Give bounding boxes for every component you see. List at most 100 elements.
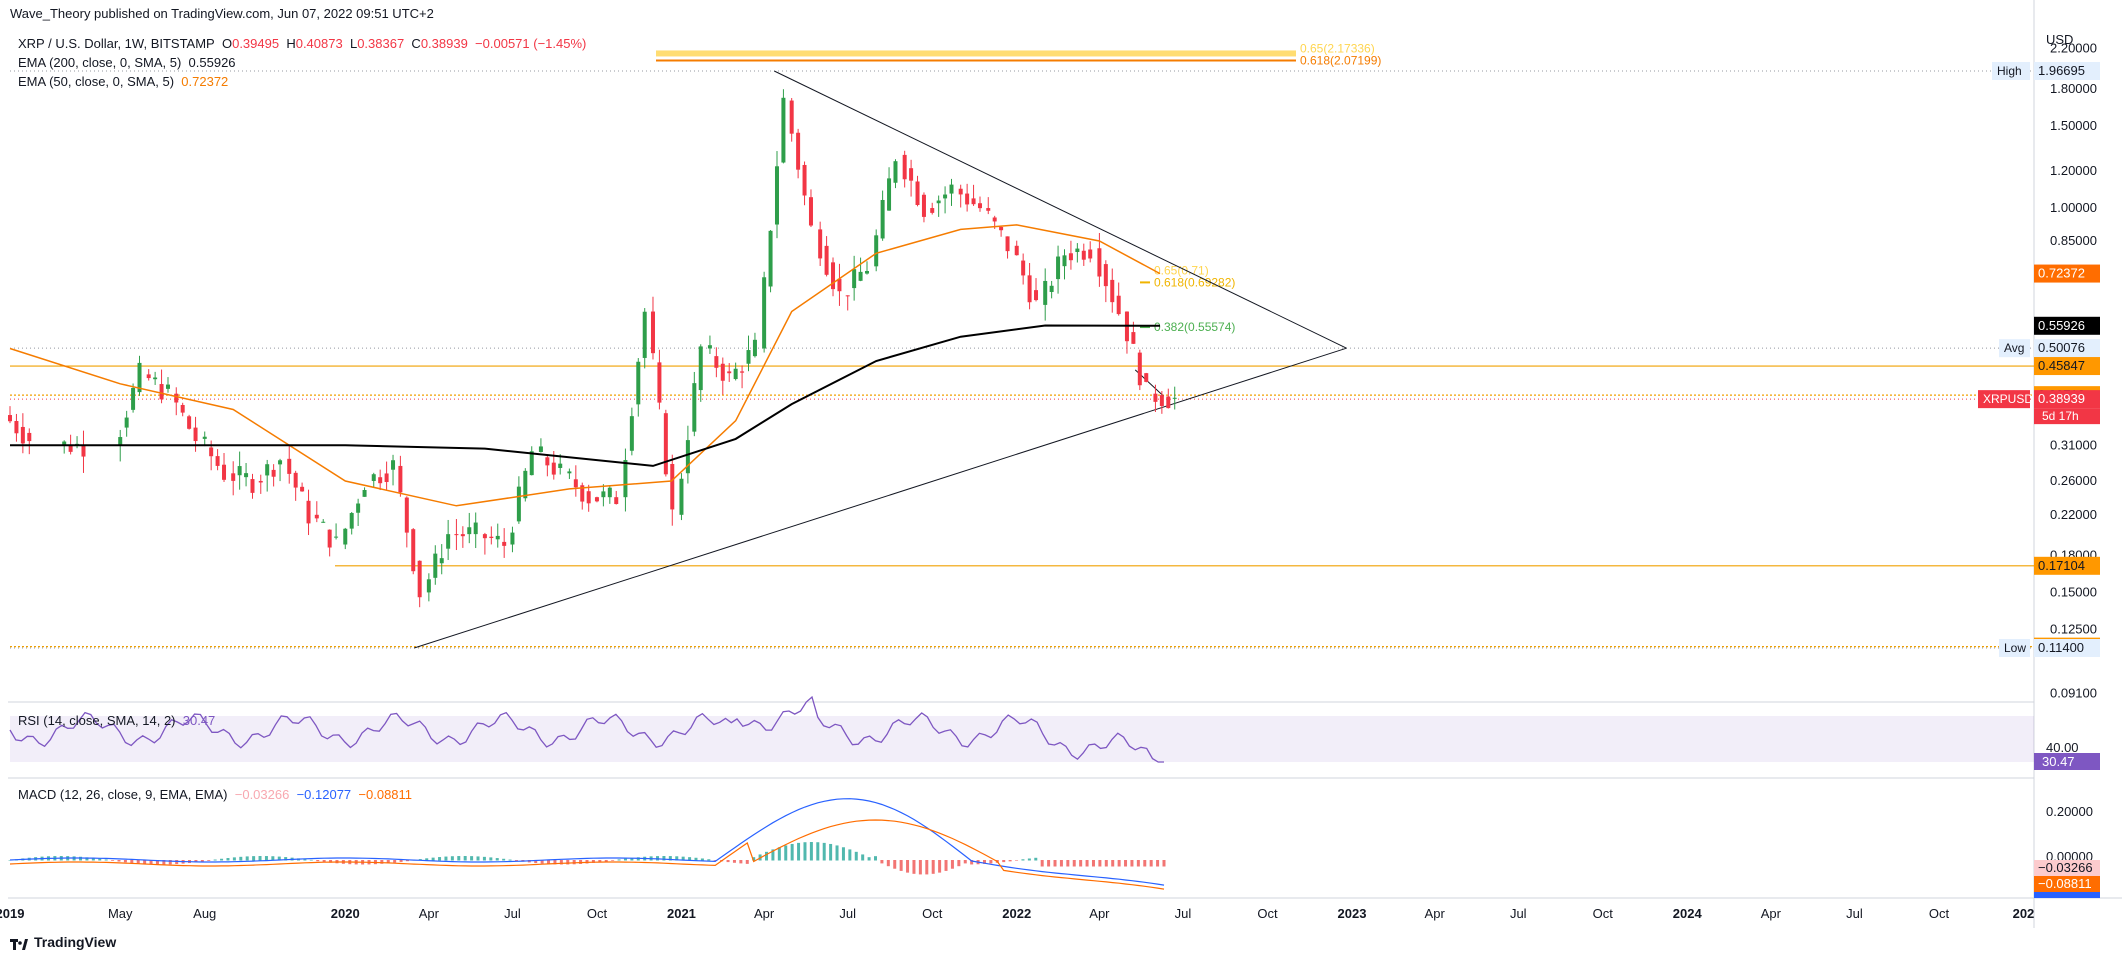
candle-body bbox=[293, 472, 298, 488]
candle-body bbox=[650, 311, 655, 354]
ema200-price-label: 0.55926 bbox=[2038, 318, 2085, 333]
open-value: 0.39495 bbox=[232, 36, 280, 51]
candle-body bbox=[558, 463, 563, 468]
candle-body bbox=[371, 474, 376, 481]
macd-histogram-bar bbox=[508, 859, 512, 861]
candle-body bbox=[124, 417, 129, 428]
high-price-label: 1.96695 bbox=[2038, 63, 2085, 78]
macd-histogram-bar bbox=[405, 860, 409, 862]
candle-body bbox=[222, 464, 227, 480]
macd-histogram-bar bbox=[399, 860, 403, 862]
candle-body bbox=[1097, 248, 1102, 277]
candle-body bbox=[858, 271, 863, 281]
candle-body bbox=[943, 194, 948, 199]
candle-body bbox=[165, 384, 170, 389]
macd-line-badge-bg bbox=[2034, 892, 2100, 898]
macd-histogram-bar bbox=[155, 860, 159, 865]
candle-body bbox=[1110, 279, 1115, 303]
macd-histogram-bar bbox=[630, 857, 634, 861]
time-axis-label: 2023 bbox=[1338, 906, 1367, 921]
high-value: 0.40873 bbox=[295, 36, 343, 51]
symbol-label[interactable]: XRP / U.S. Dollar, 1W, BITSTAMP bbox=[18, 36, 215, 51]
time-axis-label: Jul bbox=[504, 906, 521, 921]
candle-body bbox=[685, 440, 690, 474]
candle-body bbox=[949, 184, 954, 194]
macd-histogram-bar bbox=[675, 856, 679, 861]
macd-histogram-bar bbox=[1015, 860, 1019, 861]
macd-histogram-bar bbox=[143, 860, 147, 864]
macd-histogram-bar bbox=[553, 860, 557, 865]
time-axis-label: Jul bbox=[1175, 906, 1192, 921]
candle-body bbox=[623, 460, 628, 498]
tradingview-footer[interactable]: TradingView bbox=[10, 934, 116, 950]
macd-histogram-bar bbox=[886, 860, 890, 867]
fib-label-low: 0.618(0.69282) bbox=[1154, 275, 1235, 289]
macd-histogram-bar bbox=[835, 845, 839, 861]
change-value: −0.00571 (−1.45%) bbox=[475, 36, 587, 51]
candle-body bbox=[796, 132, 801, 170]
time-axis-label: 202 bbox=[2013, 906, 2035, 921]
candle-body bbox=[698, 346, 703, 391]
level-price-label-017104: 0.17104 bbox=[2038, 558, 2085, 573]
candle-body bbox=[362, 489, 367, 497]
macd-histogram-bar bbox=[130, 860, 134, 863]
macd-histogram-bar bbox=[841, 847, 845, 861]
candle-body bbox=[258, 480, 263, 483]
candle-body bbox=[1043, 280, 1048, 305]
ema50-legend[interactable]: EMA (50, close, 0, SMA, 5) 0.72372 bbox=[18, 72, 586, 91]
candle-body bbox=[781, 97, 786, 163]
macd-histogram-bar bbox=[784, 845, 788, 861]
macd-histogram-bar bbox=[450, 856, 454, 861]
macd-histogram-bar bbox=[861, 854, 865, 861]
macd-histogram-bar bbox=[232, 857, 236, 861]
candle-body bbox=[1144, 373, 1149, 382]
candle-body bbox=[614, 497, 619, 505]
candle-body bbox=[1075, 248, 1080, 253]
open-label: O bbox=[221, 36, 233, 51]
candle-body bbox=[209, 447, 214, 457]
candles-group bbox=[8, 89, 1177, 608]
price-axis-tick: 0.15000 bbox=[2050, 584, 2097, 599]
time-axis-label: Oct bbox=[922, 906, 943, 921]
macd-histogram-bar bbox=[1104, 860, 1108, 867]
candle-body bbox=[818, 229, 823, 259]
fib-065-text: 0.65(2.17336) bbox=[1300, 41, 1375, 55]
macd-histogram-bar bbox=[264, 856, 268, 861]
last-price-label-tag: XRPUSD bbox=[1983, 392, 2033, 406]
candle-body bbox=[1172, 397, 1177, 399]
macd-legend[interactable]: MACD (12, 26, close, 9, EMA, EMA) −0.032… bbox=[18, 787, 412, 802]
candle-body bbox=[692, 383, 697, 432]
candle-body bbox=[808, 197, 813, 226]
candle-body bbox=[720, 363, 725, 381]
macd-histogram-bar bbox=[944, 860, 948, 871]
candle-body bbox=[68, 445, 73, 452]
time-axis-label: Oct bbox=[1929, 906, 1950, 921]
ema200-legend[interactable]: EMA (200, close, 0, SMA, 5) 0.55926 bbox=[18, 53, 586, 72]
macd-hist-value: −0.03266 bbox=[234, 787, 290, 802]
candle-body bbox=[62, 441, 67, 446]
last-price-label-tag-bg bbox=[1978, 390, 2030, 409]
candle-body bbox=[865, 271, 870, 274]
macd-histogram-bar bbox=[502, 858, 506, 861]
low-price-label-bg bbox=[2034, 639, 2100, 657]
rsi-legend[interactable]: RSI (14, close, SMA, 14, 2) 30.47 bbox=[18, 713, 215, 728]
candle-body bbox=[1137, 352, 1142, 386]
candle-body bbox=[131, 387, 136, 410]
macd-histogram-bar bbox=[598, 860, 602, 863]
macd-histogram-bar bbox=[425, 858, 429, 861]
macd-histogram-bar bbox=[489, 857, 493, 861]
macd-histogram-bar bbox=[1047, 860, 1051, 867]
macd-histogram-bar bbox=[168, 860, 172, 865]
macd-histogram-bar bbox=[322, 860, 326, 862]
macd-histogram-bar bbox=[604, 860, 608, 862]
macd-histogram-bar bbox=[470, 856, 474, 861]
candle-body bbox=[8, 415, 12, 422]
candle-body bbox=[334, 536, 339, 538]
candle-body bbox=[1081, 250, 1086, 260]
candle-body bbox=[460, 534, 465, 537]
candle-body bbox=[516, 486, 521, 522]
last-price-label-sub-bg bbox=[2034, 408, 2100, 425]
avg-price-label-bg bbox=[2034, 339, 2100, 358]
macd-histogram-bar bbox=[1098, 860, 1102, 867]
